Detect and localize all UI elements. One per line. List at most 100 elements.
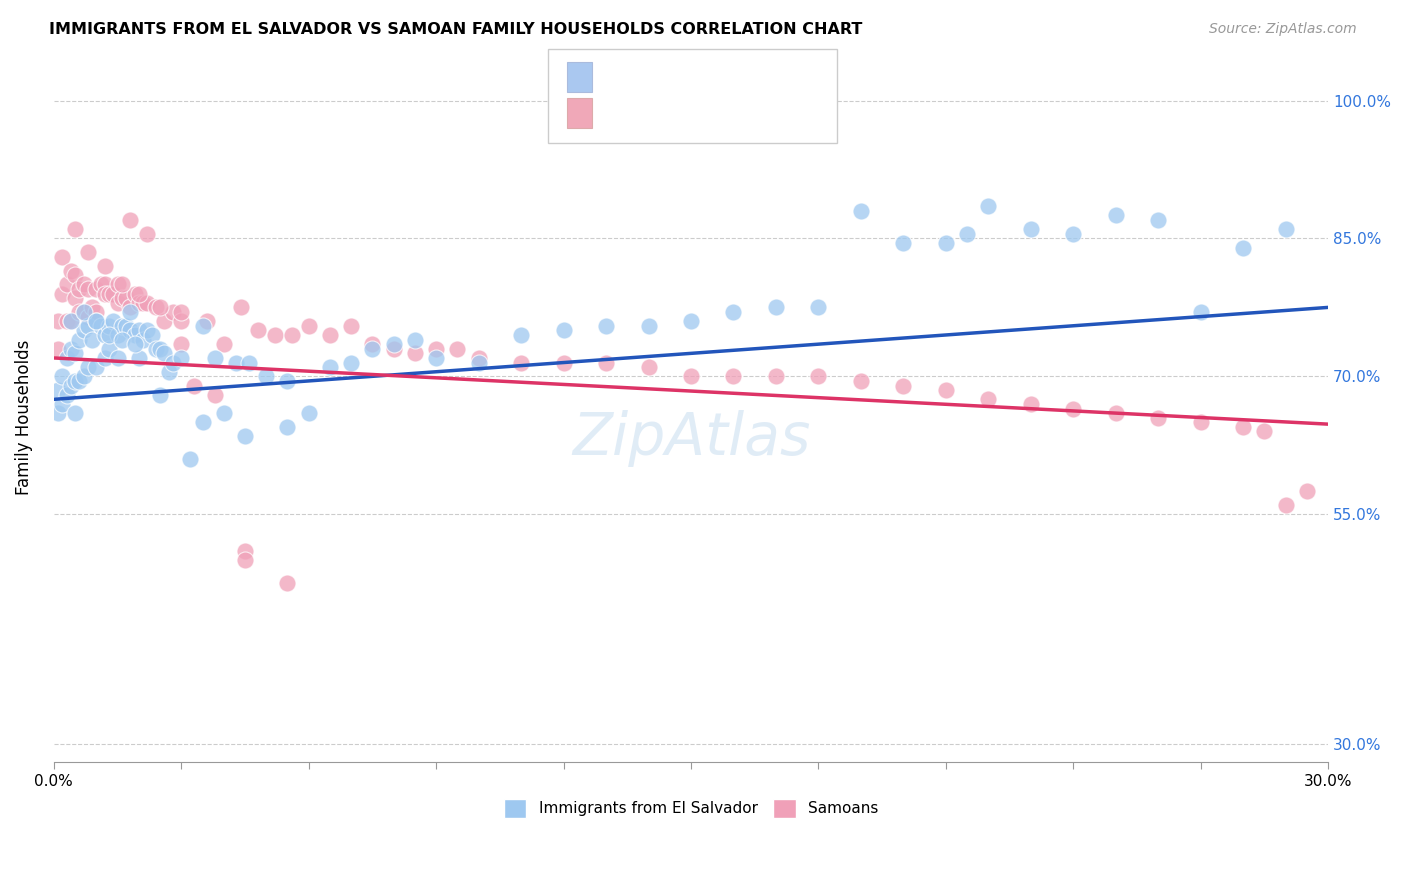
Point	[76, 318, 98, 333]
Point	[170, 337, 193, 351]
Point	[103, 286, 125, 301]
Point	[136, 295, 159, 310]
Text: ZipAtlas: ZipAtlas	[572, 410, 810, 467]
Text: Source: ZipAtlas.com: Source: ZipAtlas.com	[1209, 22, 1357, 37]
Point	[128, 295, 150, 310]
Point	[107, 328, 129, 343]
Point	[63, 268, 86, 283]
Point	[55, 388, 77, 402]
Point	[1147, 410, 1170, 425]
Point	[107, 295, 129, 310]
Point	[98, 318, 121, 333]
Point	[59, 263, 82, 277]
Point	[1105, 209, 1128, 223]
Point	[977, 392, 1000, 407]
Point	[298, 406, 321, 420]
Point	[72, 277, 94, 292]
Point	[553, 355, 575, 369]
Point	[595, 318, 617, 333]
Point	[51, 369, 73, 384]
Point	[63, 406, 86, 420]
Point	[1189, 305, 1212, 319]
Point	[977, 199, 1000, 213]
Point	[145, 301, 167, 315]
Point	[382, 342, 405, 356]
Point	[425, 342, 447, 356]
Point	[90, 318, 112, 333]
Point	[170, 351, 193, 365]
Point	[84, 314, 107, 328]
Point	[136, 323, 159, 337]
Point	[319, 328, 342, 343]
Point	[94, 277, 117, 292]
Point	[136, 227, 159, 241]
Point	[849, 374, 872, 388]
Point	[76, 245, 98, 260]
Point	[276, 576, 298, 591]
Point	[263, 328, 285, 343]
Point	[1232, 241, 1254, 255]
Point	[107, 351, 129, 365]
Point	[63, 291, 86, 305]
Point	[276, 420, 298, 434]
Point	[233, 429, 256, 443]
Point	[94, 328, 117, 343]
Point	[510, 355, 533, 369]
Point	[225, 355, 247, 369]
Point	[404, 333, 426, 347]
Point	[425, 351, 447, 365]
Text: R =  0.277   N = 90: R = 0.277 N = 90	[600, 70, 749, 85]
Point	[893, 378, 915, 392]
Point	[807, 369, 830, 384]
Point	[1274, 498, 1296, 512]
Point	[1019, 222, 1042, 236]
Point	[94, 351, 117, 365]
Point	[84, 305, 107, 319]
Point	[191, 415, 214, 429]
Point	[1105, 406, 1128, 420]
Point	[246, 323, 269, 337]
Point	[98, 342, 121, 356]
Point	[340, 355, 363, 369]
Point	[1189, 415, 1212, 429]
Point	[723, 369, 745, 384]
Point	[280, 328, 302, 343]
Point	[132, 295, 155, 310]
Point	[170, 305, 193, 319]
Point	[120, 323, 142, 337]
Point	[319, 360, 342, 375]
Point	[637, 360, 659, 375]
Point	[55, 314, 77, 328]
Point	[157, 365, 180, 379]
Point	[1296, 484, 1319, 499]
Legend: Immigrants from El Salvador, Samoans: Immigrants from El Salvador, Samoans	[498, 793, 884, 823]
Point	[212, 406, 235, 420]
Point	[595, 355, 617, 369]
Point	[59, 342, 82, 356]
Point	[162, 305, 184, 319]
Point	[120, 213, 142, 227]
Point	[84, 282, 107, 296]
Point	[1232, 420, 1254, 434]
Point	[153, 314, 176, 328]
Point	[404, 346, 426, 360]
Y-axis label: Family Households: Family Households	[15, 340, 32, 495]
Point	[51, 250, 73, 264]
Point	[120, 305, 142, 319]
Point	[807, 301, 830, 315]
Point	[67, 333, 90, 347]
Point	[67, 305, 90, 319]
Point	[63, 346, 86, 360]
Point	[765, 301, 787, 315]
Point	[467, 355, 489, 369]
Point	[80, 301, 103, 315]
Point	[276, 374, 298, 388]
Point	[98, 286, 121, 301]
Point	[1062, 401, 1084, 416]
Point	[446, 342, 468, 356]
Point	[72, 323, 94, 337]
Point	[361, 342, 384, 356]
Text: IMMIGRANTS FROM EL SALVADOR VS SAMOAN FAMILY HOUSEHOLDS CORRELATION CHART: IMMIGRANTS FROM EL SALVADOR VS SAMOAN FA…	[49, 22, 863, 37]
Point	[162, 355, 184, 369]
Point	[145, 342, 167, 356]
